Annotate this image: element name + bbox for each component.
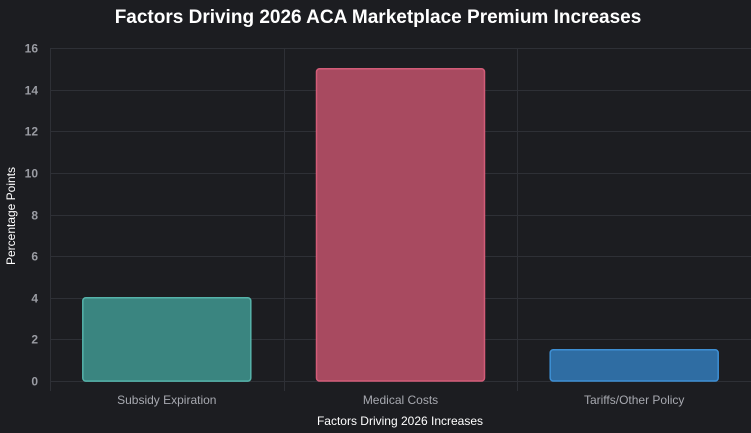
- y-tick-label: 4: [31, 292, 38, 306]
- y-tick-label: 0: [31, 375, 38, 389]
- y-tick-label: 6: [31, 250, 38, 264]
- x-axis-ticks: Subsidy Expiration Medical Costs Tariffs/O…: [117, 393, 684, 407]
- y-tick-label: 10: [25, 167, 39, 181]
- y-tick-label: 16: [25, 42, 39, 56]
- y-tick-label: 14: [25, 84, 39, 98]
- x-tick-label: Tariffs/Other Policy: [584, 393, 684, 407]
- y-axis-label: Percentage Points: [4, 167, 18, 265]
- y-tick-label: 12: [25, 125, 39, 139]
- bar-tariffs-other-policy: [549, 349, 719, 382]
- y-axis-ticks: 0 2 4 6 8 10 12 14 16: [25, 42, 39, 389]
- chart-title: Factors Driving 2026 ACA Marketplace Pre…: [115, 7, 642, 28]
- y-tick-label: 8: [31, 209, 38, 223]
- bar-layer: [82, 68, 719, 382]
- bar-medical-costs: [315, 68, 486, 382]
- x-tick-label: Subsidy Expiration: [117, 393, 216, 407]
- x-axis-label: Factors Driving 2026 Increases: [317, 414, 483, 428]
- y-tick-label: 2: [31, 333, 38, 347]
- bar-subsidy-expiration: [82, 297, 252, 382]
- x-tick-label: Medical Costs: [363, 393, 438, 407]
